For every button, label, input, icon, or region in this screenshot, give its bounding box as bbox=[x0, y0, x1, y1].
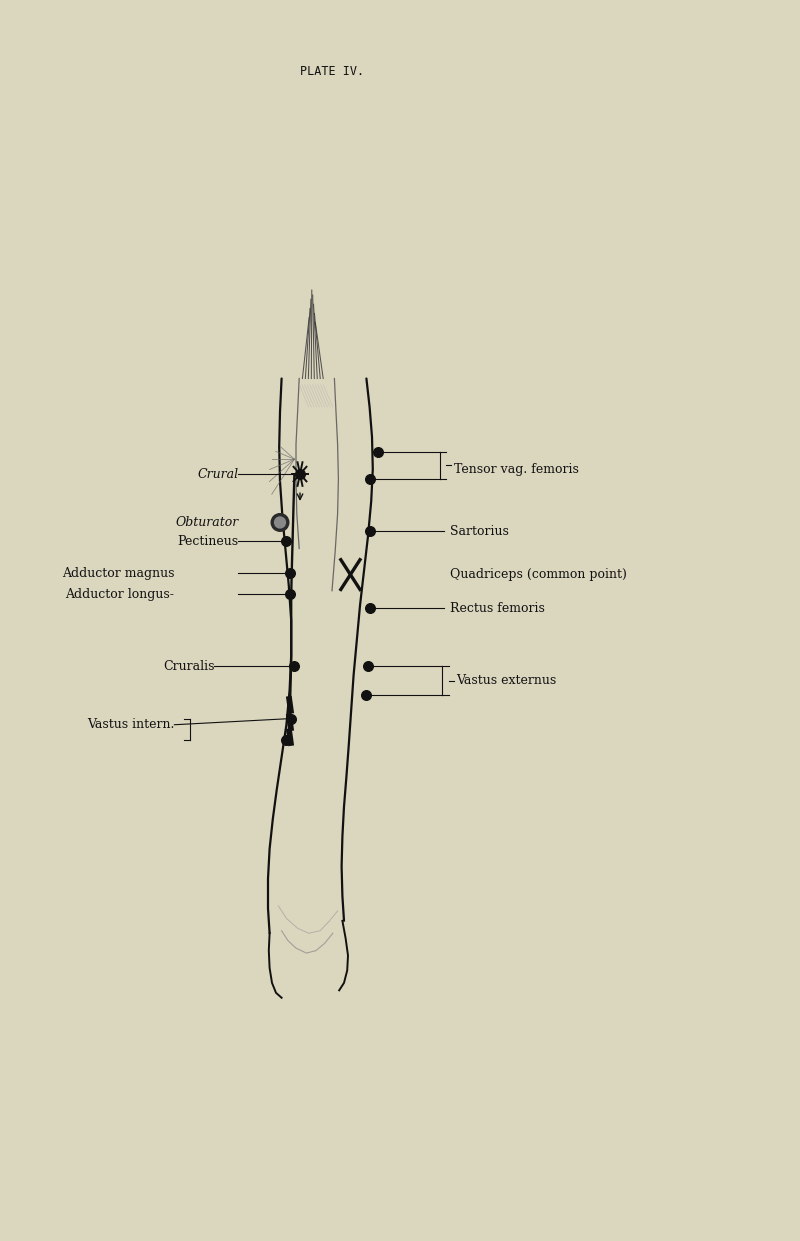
Point bbox=[280, 730, 293, 750]
Point bbox=[285, 709, 298, 728]
Text: Pectineus: Pectineus bbox=[178, 535, 238, 547]
Text: Obturator: Obturator bbox=[175, 516, 238, 529]
Point bbox=[362, 656, 374, 676]
Point bbox=[288, 656, 301, 676]
Text: Adductor longus-: Adductor longus- bbox=[66, 588, 174, 601]
Text: Vastus externus: Vastus externus bbox=[456, 674, 556, 686]
Point bbox=[294, 464, 306, 484]
Point bbox=[363, 521, 376, 541]
Point bbox=[280, 531, 293, 551]
Ellipse shape bbox=[271, 514, 289, 531]
Text: Rectus femoris: Rectus femoris bbox=[450, 602, 545, 614]
Text: Crural: Crural bbox=[198, 468, 238, 480]
Point bbox=[283, 585, 296, 604]
Point bbox=[360, 685, 373, 705]
Text: PLATE IV.: PLATE IV. bbox=[300, 66, 364, 78]
Text: Cruralis: Cruralis bbox=[163, 660, 214, 673]
Point bbox=[363, 469, 376, 489]
Point bbox=[363, 598, 376, 618]
Text: Tensor vag. femoris: Tensor vag. femoris bbox=[454, 463, 579, 475]
Text: Quadriceps (common point): Quadriceps (common point) bbox=[450, 568, 626, 581]
Point bbox=[283, 563, 296, 583]
Text: Sartorius: Sartorius bbox=[450, 525, 509, 537]
Point bbox=[371, 442, 384, 462]
Text: Vastus intern.: Vastus intern. bbox=[87, 719, 174, 731]
Ellipse shape bbox=[274, 517, 286, 527]
Text: Adductor magnus: Adductor magnus bbox=[62, 567, 174, 580]
